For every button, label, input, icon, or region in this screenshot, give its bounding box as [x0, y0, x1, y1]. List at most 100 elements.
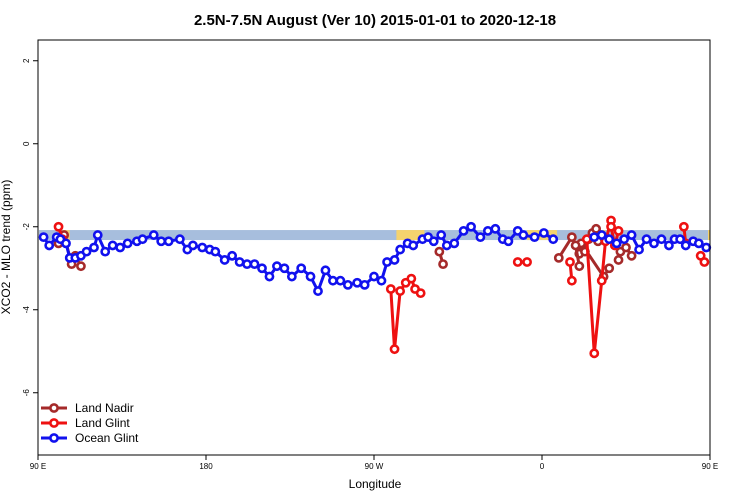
data-point [604, 263, 615, 274]
data-point [227, 250, 238, 261]
data-point [382, 257, 392, 267]
data-point [279, 263, 290, 274]
data-point [434, 246, 445, 257]
x-tick-label: 90 E [30, 462, 46, 471]
chart-title: 2.5N-7.5N August (Ver 10) 2015-01-01 to … [194, 12, 556, 29]
data-point [242, 259, 252, 269]
data-point [395, 244, 406, 255]
x-tick-label: 0 [540, 462, 545, 471]
data-point [438, 259, 448, 269]
data-point [163, 236, 174, 247]
data-point [38, 232, 49, 243]
data-point [428, 236, 439, 247]
data-point [156, 236, 167, 247]
data-point [664, 240, 674, 251]
data-point [219, 255, 230, 265]
y-tick-label: -2 [22, 223, 31, 231]
data-point [335, 275, 346, 286]
data-point [76, 261, 86, 272]
data-point [174, 234, 185, 245]
data-point [626, 230, 637, 240]
series-ocean-glint [38, 221, 712, 296]
data-point [376, 275, 387, 286]
data-point [522, 257, 532, 267]
data-point [482, 225, 493, 236]
y-tick-label: 2 [22, 58, 31, 63]
y-tick-label: 0 [22, 141, 31, 146]
legend-swatch-point [49, 433, 59, 443]
data-point [415, 288, 426, 299]
data-point [512, 257, 523, 267]
data-point [286, 271, 297, 282]
x-tick-label: 180 [199, 462, 213, 471]
data-point [210, 246, 221, 257]
y-tick-label: -6 [22, 389, 31, 397]
data-point [626, 250, 637, 261]
data-point [621, 242, 631, 253]
data-point [466, 221, 476, 232]
data-point [137, 234, 148, 245]
series-line [577, 241, 611, 279]
data-point [619, 234, 630, 245]
legend-label: Land Glint [75, 416, 130, 430]
data-point [313, 286, 323, 296]
data-point [197, 242, 208, 253]
band-land-segment [396, 230, 425, 241]
data-point [458, 225, 469, 236]
data-point [581, 234, 592, 245]
data-point [591, 223, 602, 234]
data-point [649, 238, 659, 249]
data-point [641, 234, 652, 245]
data-point [389, 344, 400, 355]
data-point [678, 221, 689, 232]
data-point [100, 246, 111, 257]
data-point [518, 230, 529, 240]
x-tick-label: 90 W [365, 462, 384, 471]
y-axis: 2 0 -2 -4 -6 [22, 58, 38, 396]
data-point [538, 228, 549, 238]
data-point [296, 263, 307, 274]
band-ocean [39, 230, 709, 241]
data-point [53, 221, 64, 232]
data-point [264, 271, 275, 282]
data-point [249, 259, 260, 269]
data-point [574, 261, 585, 272]
data-point [385, 284, 396, 294]
data-point [352, 277, 363, 288]
data-point [565, 257, 575, 267]
data-point [89, 242, 99, 253]
y-axis-label: XCO2 - MLO trend (ppm) [0, 180, 13, 315]
data-point [389, 255, 400, 265]
data-point [699, 257, 710, 267]
data-point [656, 234, 667, 245]
data-point [449, 238, 460, 249]
data-point [566, 275, 577, 286]
data-point [613, 225, 624, 236]
data-point [548, 234, 559, 245]
data-point [613, 255, 624, 265]
legend-item: Ocean Glint [41, 431, 139, 445]
data-point [408, 240, 419, 251]
data-point [596, 230, 607, 240]
data-point [675, 234, 686, 245]
data-point [634, 244, 644, 255]
legend-item: Land Glint [41, 416, 130, 430]
legend-swatch-point [49, 418, 59, 428]
data-point [115, 242, 126, 253]
data-point [188, 240, 198, 251]
data-point [359, 279, 370, 290]
band-land-segment [708, 230, 710, 241]
data-point [529, 232, 540, 243]
data-point [61, 238, 71, 249]
data-point [701, 242, 712, 253]
legend-label: Land Nadir [75, 401, 134, 415]
data-point [272, 261, 282, 272]
data-point [257, 263, 267, 274]
data-point [320, 265, 331, 276]
data-point [589, 348, 600, 359]
data-point [92, 230, 103, 240]
data-point [406, 273, 417, 284]
data-point [81, 246, 92, 257]
